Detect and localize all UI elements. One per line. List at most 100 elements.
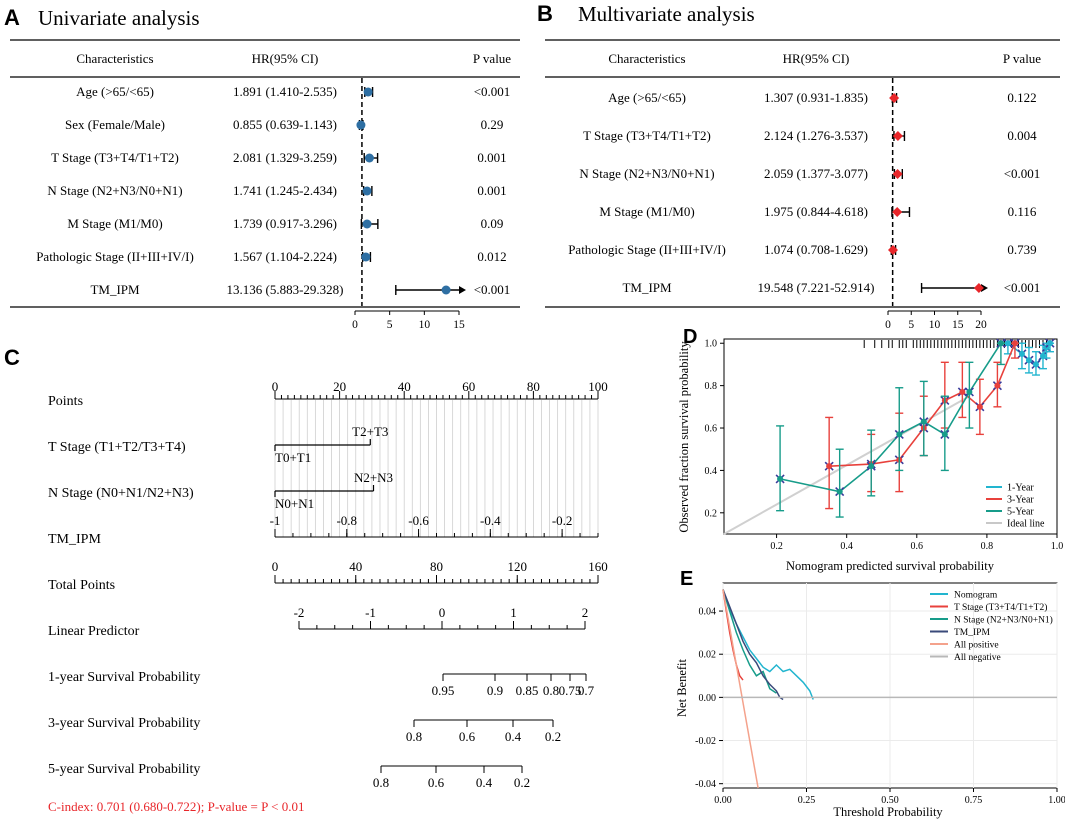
x-tick-label: 0.25 [798, 795, 816, 806]
tick-label: -1 [365, 605, 376, 620]
row-label: N Stage (N2+N3/N0+N1) [47, 183, 182, 198]
panel-label-c: C [4, 345, 20, 370]
row-p-value: 0.122 [1007, 90, 1036, 105]
tick-label: 0.6 [459, 729, 476, 744]
row-hr-ci: 13.136 (5.883-29.328) [227, 282, 344, 297]
panel-a: A Univariate analysis Characteristics HR… [4, 5, 520, 331]
tick-label: 0.6 [428, 775, 445, 790]
points-tick-label: 0 [272, 379, 279, 394]
header-p-value: P value [1003, 51, 1041, 66]
axis-label: N Stage (N0+N1/N2+N3) [48, 486, 194, 501]
tick-label: 1 [510, 605, 517, 620]
tick-label: 0.8 [373, 775, 389, 790]
axis-label: Linear Predictor [48, 624, 140, 639]
hr-point [362, 186, 372, 196]
tick-label: -1 [270, 513, 281, 528]
x-tick-label: 0 [352, 319, 358, 331]
row-p-value: 0.001 [477, 150, 506, 165]
x-tick-label: 1.00 [1048, 795, 1065, 806]
calibration-plot: 0.2 0.4 0.6 0.8 1.0 0.2 0.4 0.6 0.8 1.0 1-Year3-Ye… [705, 338, 1064, 552]
data-point [836, 488, 843, 495]
forest-rows: Age (>65/<65) 1.891 (1.410-2.535) <0.001 Se… [36, 78, 510, 306]
level-label: T2+T3 [352, 424, 388, 439]
row-hr-ci: 19.548 (7.221-52.914) [758, 280, 875, 295]
tick-label: 0.85 [516, 683, 539, 698]
nomogram-axes: Points T Stage (T1+T2/T3+T4) N Stage (N0+N… [48, 379, 608, 790]
tick-label: 0.8 [406, 729, 422, 744]
tick-label: -0.8 [336, 513, 357, 528]
legend-label: N Stage (N2+N3/N0+N1) [954, 615, 1053, 626]
x-tick-label: 5 [908, 319, 914, 331]
tick-label: 0.8 [543, 683, 559, 698]
row-label: N Stage (N2+N3/N0+N1) [579, 166, 714, 181]
nomogram-gridlines [274, 400, 599, 537]
tick-label: 0.95 [432, 683, 455, 698]
data-point [959, 388, 966, 395]
forest-rows: Age (>65/<65) 1.307 (0.931-1.835) 0.122 T S… [568, 78, 1040, 306]
plot-frame [723, 338, 1058, 535]
x-tick-label: 20 [975, 319, 987, 331]
data-point [1025, 357, 1032, 364]
hr-point [973, 283, 984, 293]
legend-label: 3-Year [1007, 495, 1034, 506]
level-label: N0+N1 [275, 496, 314, 511]
series-line-5-year [779, 342, 1002, 493]
tick-label: 0.75 [559, 683, 582, 698]
hr-point [892, 169, 903, 179]
row-hr-ci: 1.074 (0.708-1.629) [764, 242, 868, 257]
row-label: Pathologic Stage (II+III+IV/I) [36, 249, 194, 264]
legend-label: Nomogram [954, 591, 998, 601]
y-tick-label: -0.04 [695, 779, 716, 790]
y-tick-label: 1.0 [705, 339, 718, 350]
legend-label: All negative [954, 653, 1001, 663]
legend-label: T Stage (T3+T4/T1+T2) [954, 602, 1047, 613]
row-hr-ci: 1.739 (0.917-3.296) [233, 216, 337, 231]
panel-label-a: A [4, 5, 20, 30]
panel-e: E 0.00 0.25 0.50 0.75 1.00 -0.04 -0.02 0.00 0.02… [675, 568, 1065, 819]
x-tick-label: 5 [387, 319, 393, 331]
data-point [1011, 340, 1018, 347]
hr-point [888, 245, 898, 255]
panel-c: C Points T Stage (T1+T2/T3+T4) N Stage (N0… [4, 345, 608, 814]
axis-label: 5-year Survival Probability [48, 762, 200, 777]
data-point [868, 463, 875, 470]
axis-label: 1-year Survival Probability [48, 670, 200, 685]
x-tick-label: 0.8 [981, 541, 994, 552]
x-tick-label: 0 [885, 319, 891, 331]
data-point [994, 382, 1001, 389]
row-p-value: 0.004 [1007, 128, 1037, 143]
points-tick-label: 20 [333, 379, 346, 394]
tick-label: -0.6 [408, 513, 429, 528]
hr-point [363, 87, 373, 97]
x-tick-label: 10 [419, 319, 431, 331]
hr-point [892, 207, 903, 217]
x-tick-label: 0.50 [881, 795, 899, 806]
hr-point [889, 93, 900, 103]
tick-label: 80 [430, 559, 443, 574]
row-label: Pathologic Stage (II+III+IV/I) [568, 242, 726, 257]
legend-label: Ideal line [1007, 519, 1045, 530]
row-p-value: 0.001 [477, 183, 506, 198]
x-tick-label: 15 [952, 319, 964, 331]
tick-label: 0.7 [578, 683, 595, 698]
x-tick-label: 1.0 [1051, 541, 1064, 552]
legend-label: 1-Year [1007, 483, 1034, 494]
panel-b-title: Multivariate analysis [578, 2, 755, 26]
y-tick-label: 0.4 [705, 466, 718, 477]
legend-label: All positive [954, 641, 999, 651]
row-label: T Stage (T3+T4/T1+T2) [51, 150, 179, 165]
hr-point [356, 120, 366, 130]
tick-label: -2 [294, 605, 305, 620]
points-tick-label: 80 [527, 379, 540, 394]
c-index-text: C-index: 0.701 (0.680-0.722); P-value = … [48, 799, 304, 814]
hr-point [441, 285, 451, 295]
x-tick-label: 0.00 [714, 795, 732, 806]
points-tick-label: 100 [588, 379, 608, 394]
x-axis-title: Nomogram predicted survival probability [786, 559, 995, 573]
axis-label: TM_IPM [48, 532, 101, 547]
row-label: M Stage (M1/M0) [67, 216, 162, 231]
row-p-value: <0.001 [474, 282, 511, 297]
row-hr-ci: 1.307 (0.931-1.835) [764, 90, 868, 105]
tick-label: 2 [582, 605, 589, 620]
